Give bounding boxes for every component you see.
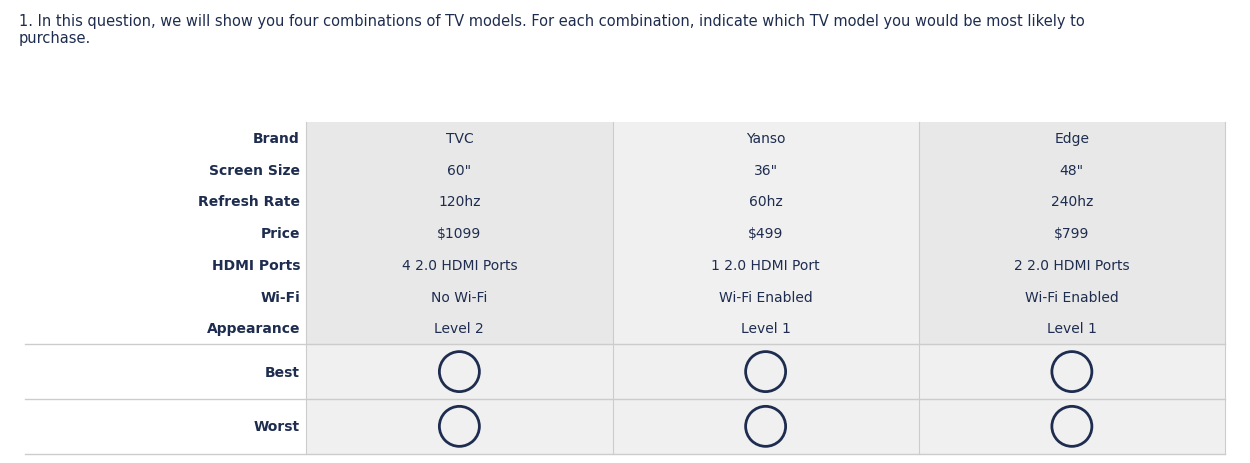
Text: 60hz: 60hz — [749, 195, 782, 209]
Text: Level 1: Level 1 — [741, 322, 790, 336]
Bar — [919, 344, 1225, 399]
Text: 1 2.0 HDMI Port: 1 2.0 HDMI Port — [711, 258, 820, 272]
Bar — [612, 218, 919, 250]
Bar — [919, 250, 1225, 281]
Bar — [306, 186, 612, 218]
Text: Worst: Worst — [254, 419, 300, 433]
Text: No Wi-Fi: No Wi-Fi — [431, 290, 488, 304]
Bar — [919, 399, 1225, 454]
Text: Refresh Rate: Refresh Rate — [198, 195, 300, 209]
Bar — [919, 154, 1225, 186]
Bar — [612, 154, 919, 186]
Bar — [919, 281, 1225, 313]
Bar — [612, 399, 919, 454]
Bar — [919, 313, 1225, 344]
Text: 60": 60" — [448, 163, 471, 177]
Text: Level 1: Level 1 — [1048, 322, 1096, 336]
Text: Edge: Edge — [1055, 131, 1090, 145]
Bar — [612, 186, 919, 218]
Text: 4 2.0 HDMI Ports: 4 2.0 HDMI Ports — [401, 258, 518, 272]
Bar — [612, 250, 919, 281]
Text: Yanso: Yanso — [746, 131, 785, 145]
Text: Wi-Fi Enabled: Wi-Fi Enabled — [719, 290, 813, 304]
Bar — [25, 186, 306, 218]
Text: $1099: $1099 — [438, 226, 481, 241]
Bar — [919, 218, 1225, 250]
Bar — [25, 154, 306, 186]
Bar — [612, 281, 919, 313]
Bar — [919, 186, 1225, 218]
Text: Brand: Brand — [254, 131, 300, 145]
Bar — [306, 250, 612, 281]
Text: Level 2: Level 2 — [435, 322, 484, 336]
Text: Price: Price — [260, 226, 300, 241]
Text: Screen Size: Screen Size — [209, 163, 300, 177]
Bar — [306, 218, 612, 250]
Bar — [25, 344, 306, 399]
Text: Wi-Fi Enabled: Wi-Fi Enabled — [1025, 290, 1119, 304]
Bar — [306, 399, 612, 454]
Text: 2 2.0 HDMI Ports: 2 2.0 HDMI Ports — [1014, 258, 1130, 272]
Bar — [612, 123, 919, 154]
Bar — [306, 344, 612, 399]
Bar — [25, 399, 306, 454]
Text: HDMI Ports: HDMI Ports — [211, 258, 300, 272]
Text: $799: $799 — [1054, 226, 1090, 241]
Bar — [25, 250, 306, 281]
Bar — [306, 123, 612, 154]
Bar — [306, 154, 612, 186]
Bar — [306, 281, 612, 313]
Bar — [25, 281, 306, 313]
Bar — [612, 313, 919, 344]
Text: Wi-Fi: Wi-Fi — [260, 290, 300, 304]
Text: TVC: TVC — [445, 131, 474, 145]
Bar — [612, 344, 919, 399]
Text: Appearance: Appearance — [206, 322, 300, 336]
Text: 1. In this question, we will show you four combinations of TV models. For each c: 1. In this question, we will show you fo… — [19, 14, 1085, 46]
Text: Best: Best — [265, 365, 300, 379]
Text: 120hz: 120hz — [439, 195, 480, 209]
Bar — [25, 313, 306, 344]
Text: 48": 48" — [1060, 163, 1084, 177]
Text: 36": 36" — [754, 163, 778, 177]
Bar — [25, 123, 306, 154]
Text: $499: $499 — [748, 226, 784, 241]
Text: 240hz: 240hz — [1051, 195, 1092, 209]
Bar — [306, 313, 612, 344]
Bar — [919, 123, 1225, 154]
Bar — [25, 218, 306, 250]
